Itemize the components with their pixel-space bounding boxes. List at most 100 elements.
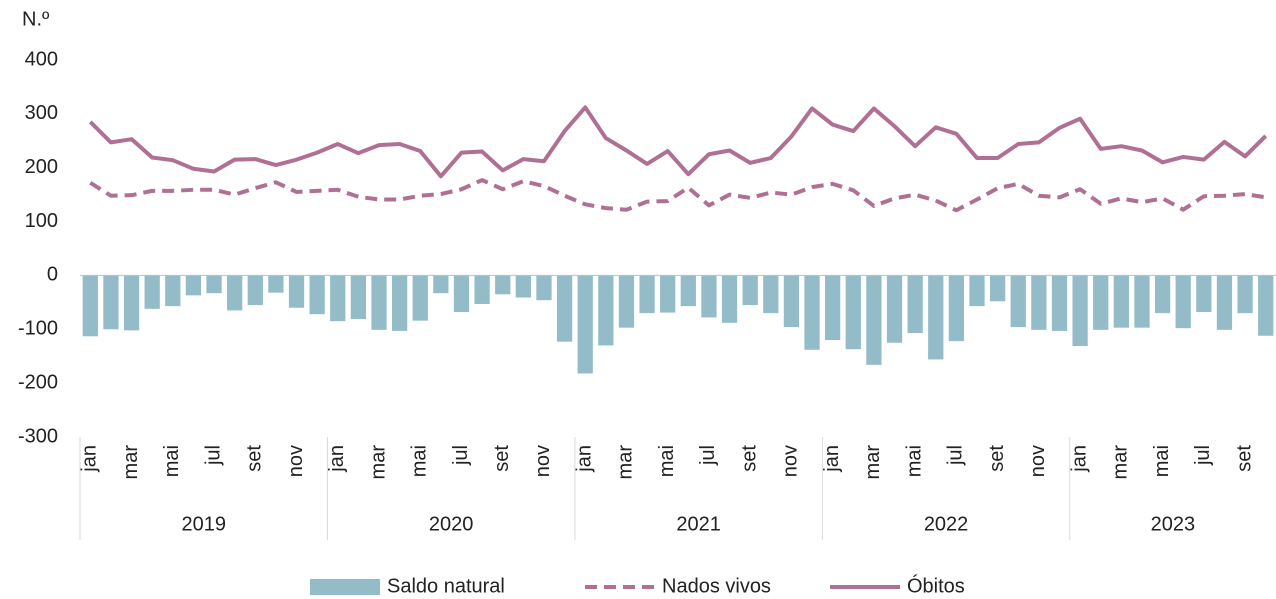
x-tick-label: nov (1027, 445, 1049, 477)
year-label: 2019 (181, 513, 226, 535)
x-tick-label: mar (615, 445, 637, 480)
bar (350, 275, 367, 320)
bar (391, 275, 408, 331)
x-tick-label: jan (573, 445, 595, 473)
x-tick-label: nov (780, 445, 802, 477)
legend-label: Nados vivos (662, 575, 771, 597)
bar (618, 275, 635, 328)
bar (660, 275, 676, 313)
bar (845, 275, 861, 350)
bar (1154, 275, 1171, 314)
bar (1196, 275, 1212, 313)
bar (928, 275, 944, 360)
x-tick-label: jan (326, 445, 348, 473)
bar (495, 275, 511, 295)
x-tick-label: set (491, 445, 513, 472)
bar (123, 275, 140, 331)
x-tick-label: jan (1068, 445, 1090, 473)
x-tick-label: nov (532, 445, 554, 477)
y-tick-label: -300 (18, 425, 58, 447)
bar (742, 275, 758, 306)
x-tick-label: mar (367, 445, 389, 480)
bar (556, 275, 573, 342)
bar (515, 275, 531, 298)
bar (783, 275, 800, 328)
x-tick-label: jan (79, 445, 101, 473)
bar (433, 275, 449, 294)
x-tick-label: jan (821, 445, 843, 473)
year-label: 2023 (1151, 513, 1196, 535)
bar (804, 275, 820, 350)
x-tick-label: set (1233, 445, 1255, 472)
y-tick-label: 400 (25, 48, 58, 70)
bar (227, 275, 243, 311)
year-label: 2020 (429, 513, 474, 535)
bar (82, 275, 98, 337)
bar (598, 275, 614, 346)
bar (1093, 275, 1109, 330)
bar (330, 275, 346, 322)
x-tick-label: jul (697, 445, 719, 466)
bar (371, 275, 387, 330)
x-tick-label: mar (120, 445, 142, 480)
bar (577, 275, 593, 374)
bar (309, 275, 325, 315)
bar (948, 275, 965, 342)
x-tick-label: mai (656, 445, 678, 477)
year-label: 2021 (676, 513, 721, 535)
y-tick-label: 100 (25, 210, 58, 232)
bar (103, 275, 119, 330)
bar (639, 275, 655, 314)
bar (1072, 275, 1088, 346)
x-tick-label: set (244, 445, 266, 472)
bar (825, 275, 841, 341)
bar (721, 275, 738, 323)
bar (1010, 275, 1026, 328)
legend-swatch (310, 579, 380, 595)
year-label: 2022 (924, 513, 969, 535)
bar (247, 275, 263, 306)
bar (1134, 275, 1150, 328)
bar (144, 275, 160, 309)
bar (1113, 275, 1129, 328)
bar (185, 275, 202, 296)
y-tick-label: -100 (18, 318, 58, 340)
x-tick-label: jul (202, 445, 224, 466)
x-tick-label: mai (409, 445, 431, 477)
bar (1216, 275, 1233, 330)
bar (907, 275, 923, 334)
line (89, 178, 1266, 213)
x-tick-label: nov (285, 445, 307, 477)
bar (763, 275, 779, 314)
y-tick-label: -200 (18, 371, 58, 393)
x-tick-label: set (738, 445, 760, 472)
bar (474, 275, 490, 304)
x-tick-label: mar (1110, 445, 1132, 480)
bar (206, 275, 222, 294)
bar (989, 275, 1006, 302)
line (88, 105, 1268, 179)
bar (1175, 275, 1191, 329)
bar (453, 275, 470, 313)
y-tick-label: 0 (47, 264, 58, 286)
bar (288, 275, 305, 308)
x-tick-label: mai (1151, 445, 1173, 477)
bar (680, 275, 696, 307)
bar (536, 275, 552, 301)
bar (1051, 275, 1068, 331)
bar (1258, 275, 1274, 336)
legend-label: Saldo natural (387, 575, 505, 597)
x-tick-label: mai (903, 445, 925, 477)
y-tick-label: 300 (25, 102, 58, 124)
bar (866, 275, 882, 365)
bar (1237, 275, 1253, 314)
x-tick-label: jul (1192, 445, 1214, 466)
x-tick-label: set (986, 445, 1008, 472)
y-tick-label: 200 (25, 156, 58, 178)
x-tick-label: mar (862, 445, 884, 480)
bar (701, 275, 717, 318)
legend-label: Óbitos (907, 574, 965, 597)
x-tick-label: jul (945, 445, 967, 466)
x-tick-label: jul (450, 445, 472, 466)
